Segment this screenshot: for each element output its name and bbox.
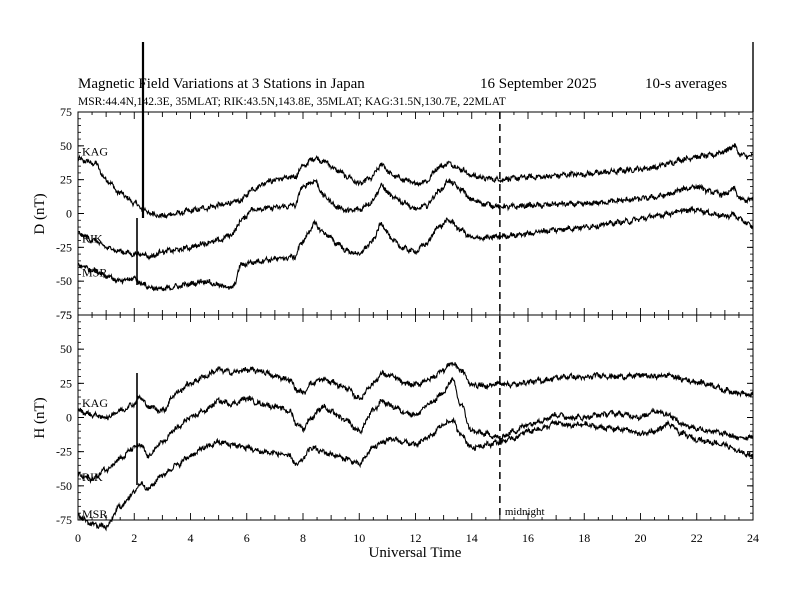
- y-tick-label: 50: [60, 342, 72, 356]
- x-tick-label: 0: [75, 531, 81, 545]
- x-tick-label: 20: [635, 531, 647, 545]
- y-tick-label: -50: [56, 479, 72, 493]
- averaging-label: 10-s averages: [645, 76, 727, 92]
- y-tick-label: -25: [56, 240, 72, 254]
- x-tick-label: 4: [188, 531, 194, 545]
- midnight-label: midnight: [505, 506, 545, 518]
- y-tick-label: -75: [56, 308, 72, 322]
- x-tick-label: 24: [747, 531, 759, 545]
- x-axis: 0 2 4 6 8 10 12 14 16 18 20 22 24: [75, 531, 759, 545]
- series-line-h-msr: [77, 416, 754, 532]
- stations-line: MSR:44.4N,142.3E, 35MLAT; RIK:43.5N,143.…: [78, 96, 506, 108]
- series-label-d-msr: MSR: [82, 265, 107, 279]
- series-line-d-rik: [77, 177, 754, 261]
- y-tick-label: 0: [66, 411, 72, 425]
- d-panel-axes: -75 -50 -25 0 25 50 75: [56, 105, 754, 322]
- h-panel-series: [77, 361, 754, 532]
- series-label-d-kag: KAG: [82, 144, 108, 158]
- series-label-h-msr: MSR: [82, 507, 107, 521]
- series-line-h-kag: [77, 361, 754, 421]
- x-tick-label: 6: [244, 531, 250, 545]
- x-tick-label: 22: [691, 531, 703, 545]
- h-axis-title: H (nT): [32, 397, 48, 438]
- chart-title: Magnetic Field Variations at 3 Stations …: [78, 76, 365, 92]
- x-axis-title: Universal Time: [369, 545, 462, 561]
- series-label-h-rik: RIK: [82, 470, 103, 484]
- x-tick-label: 2: [131, 531, 137, 545]
- d-axis-title: D (nT): [32, 193, 48, 234]
- h-panel-axes: -75 -50 -25 0 25 50 75: [56, 308, 754, 527]
- y-tick-label: -75: [56, 513, 72, 527]
- x-tick-label: 18: [578, 531, 590, 545]
- y-tick-label: 75: [60, 308, 72, 322]
- d-panel-series: [77, 143, 754, 292]
- series-label-h-kag: KAG: [82, 396, 108, 410]
- series-line-d-kag: [77, 143, 754, 220]
- series-labels: KAG RIK MSR KAG RIK MSR: [82, 144, 108, 521]
- y-tick-label: -25: [56, 445, 72, 459]
- y-tick-label: -50: [56, 274, 72, 288]
- series-label-d-rik: RIK: [82, 232, 103, 246]
- y-tick-label: 25: [60, 173, 72, 187]
- y-tick-label: 0: [66, 207, 72, 221]
- y-tick-label: 50: [60, 139, 72, 153]
- chart-date: 16 September 2025: [480, 76, 597, 92]
- y-tick-label: 25: [60, 376, 72, 390]
- x-tick-label: 16: [522, 531, 534, 545]
- h-panel-frame: [77, 314, 754, 521]
- series-line-h-rik: [77, 376, 754, 484]
- x-tick-label: 12: [410, 531, 422, 545]
- x-tick-label: 10: [353, 531, 365, 545]
- y-tick-label: 75: [60, 105, 72, 119]
- x-tick-label: 14: [466, 531, 478, 545]
- x-tick-label: 8: [300, 531, 306, 545]
- series-line-d-msr: [78, 205, 754, 292]
